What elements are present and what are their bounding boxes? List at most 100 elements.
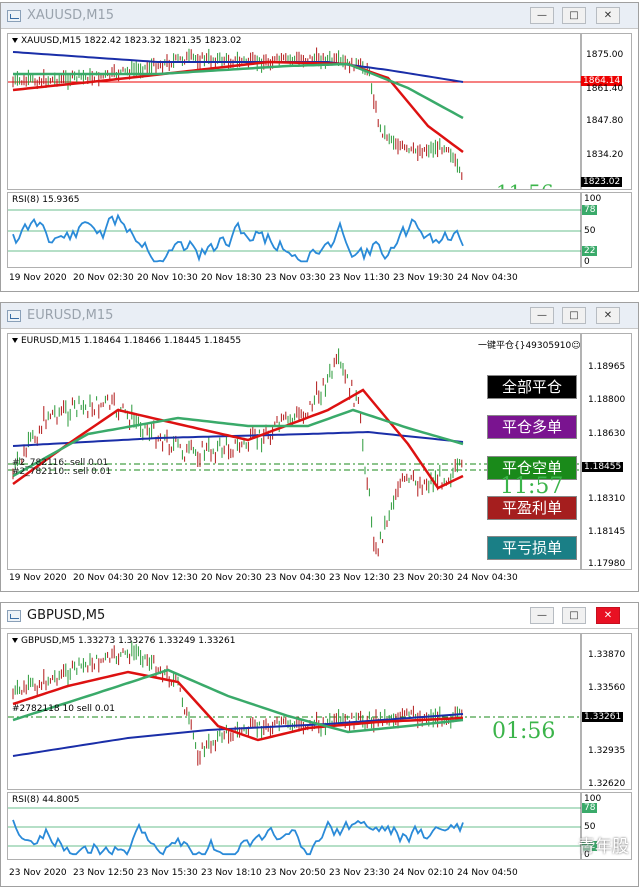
chart-window-icon (7, 310, 21, 322)
order-line-label: #2_782110:: sell 0.01 (12, 467, 112, 477)
gbpusd-window: GBPUSD,M5 — □ ✕ GBPUSD,M5 1.33273 1.3327… (0, 602, 639, 887)
current-price-tag: 1.18455 (582, 462, 624, 472)
ea-status-label: 一键平仓{}49305910☺ (478, 341, 581, 351)
rsi-title: RSI(8) 15.9365 (12, 195, 80, 205)
close-profit-button[interactable]: 平盈利单 (487, 496, 577, 520)
symbol-info: EURUSD,M15 1.18464 1.18466 1.18445 1.184… (12, 336, 241, 346)
price-label: 1861.40 (586, 84, 624, 94)
rsi-level: 78 (582, 205, 598, 215)
price-label: 1.17980 (588, 559, 626, 569)
close-sell-button[interactable]: 平仓空单 (487, 456, 577, 480)
price-label: 1.18630 (588, 429, 626, 439)
xau-candles-svg (8, 34, 582, 189)
minimize-button[interactable]: — (530, 7, 554, 24)
date-label: 20 Nov 04:30 (73, 573, 134, 583)
price-label: 1875.00 (586, 50, 624, 60)
price-label: 1.18965 (588, 362, 626, 372)
date-label: 24 Nov 04:30 (457, 573, 518, 583)
order-line-label: #2_782116: sell 0.01 (12, 458, 109, 468)
maximize-button[interactable]: □ (562, 307, 586, 324)
time-axis: 19 Nov 2020 20 Nov 04:30 20 Nov 12:30 20… (7, 570, 632, 586)
date-label: 23 Nov 11:30 (329, 273, 390, 283)
xauusd-titlebar[interactable]: XAUUSD,M15 — □ ✕ (1, 3, 638, 29)
order-line-label: #2782118 10 sell 0.01 (12, 704, 115, 714)
gbp-candles-svg (8, 634, 582, 789)
close-button[interactable]: ✕ (596, 607, 620, 624)
date-label: 24 Nov 04:30 (457, 273, 518, 283)
price-label: 1.32620 (588, 779, 626, 789)
close-all-button[interactable]: 全部平仓 (487, 375, 577, 399)
gbpusd-titlebar[interactable]: GBPUSD,M5 — □ ✕ (1, 603, 638, 629)
date-label: 23 Nov 12:30 (329, 573, 390, 583)
date-label: 23 Nov 20:30 (393, 573, 454, 583)
symbol-info: XAUUSD,M15 1822.42 1823.32 1821.35 1823.… (12, 36, 242, 46)
date-label: 19 Nov 2020 (9, 273, 67, 283)
close-buy-button[interactable]: 平仓多单 (487, 415, 577, 439)
eurusd-titlebar[interactable]: EURUSD,M15 — □ ✕ (1, 303, 638, 329)
ohlc-readout: XAUUSD,M15 1822.42 1823.32 1821.35 1823.… (21, 36, 242, 46)
rsi-level: 50 (584, 226, 596, 236)
current-price-tag: 1.33261 (582, 712, 624, 722)
date-label: 23 Nov 15:30 (137, 868, 198, 878)
price-chart[interactable]: EURUSD,M15 1.18464 1.18466 1.18445 1.184… (7, 333, 632, 570)
date-label: 23 Nov 23:30 (329, 868, 390, 878)
bar-countdown-timer: 01:56 (492, 719, 556, 744)
date-label: 23 Nov 18:10 (201, 868, 262, 878)
rsi-level: 22 (582, 246, 598, 256)
price-chart[interactable]: GBPUSD,M5 1.33273 1.33276 1.33249 1.3326… (7, 633, 632, 790)
price-label: 1.33560 (588, 683, 626, 693)
price-label: 1834.20 (586, 150, 624, 160)
maximize-button[interactable]: □ (562, 7, 586, 24)
symbol-info: GBPUSD,M5 1.33273 1.33276 1.33249 1.3326… (12, 636, 235, 646)
date-label: 23 Nov 04:30 (265, 573, 326, 583)
eur-candles-svg (8, 334, 582, 569)
collapse-triangle-icon (12, 38, 18, 43)
close-button[interactable]: ✕ (596, 307, 620, 324)
close-loss-button[interactable]: 平亏损单 (487, 536, 577, 560)
ohlc-readout: GBPUSD,M5 1.33273 1.33276 1.33249 1.3326… (21, 636, 236, 646)
xauusd-window: XAUUSD,M15 — □ ✕ XAUUSD,M15 1822.42 1823… (0, 2, 639, 292)
price-label: 1.18800 (588, 395, 626, 405)
date-label: 23 Nov 19:30 (393, 273, 454, 283)
collapse-triangle-icon (12, 638, 18, 643)
candles (12, 47, 463, 180)
date-label: 23 Nov 03:30 (265, 273, 326, 283)
eurusd-window: EURUSD,M15 — □ ✕ EURUSD,M15 1.18464 1.18… (0, 302, 639, 592)
time-axis: 23 Nov 2020 23 Nov 12:50 23 Nov 15:30 23… (7, 865, 632, 881)
price-label: 1.32935 (588, 746, 626, 756)
rsi-svg (8, 793, 582, 859)
date-label: 24 Nov 04:50 (457, 868, 518, 878)
date-label: 20 Nov 10:30 (137, 273, 198, 283)
rsi-title: RSI(8) 44.8005 (12, 795, 80, 805)
close-button[interactable]: ✕ (596, 7, 620, 24)
price-label: 1847.80 (586, 116, 624, 126)
price-label: 1.33870 (588, 650, 626, 660)
rsi-panel[interactable]: RSI(8) 15.9365 100 78 50 22 0 (7, 192, 632, 268)
date-label: 20 Nov 02:30 (73, 273, 134, 283)
price-label: 1.18310 (588, 494, 626, 504)
date-label: 19 Nov 2020 (9, 573, 67, 583)
minimize-button[interactable]: — (530, 307, 554, 324)
price-label: 1.18145 (588, 527, 626, 537)
rsi-level: 0 (584, 257, 590, 267)
window-title: XAUUSD,M15 (27, 8, 114, 23)
ohlc-readout: EURUSD,M15 1.18464 1.18466 1.18445 1.184… (21, 336, 242, 346)
date-label: 20 Nov 20:30 (201, 573, 262, 583)
rsi-svg (8, 193, 582, 267)
date-label: 23 Nov 20:50 (265, 868, 326, 878)
price-chart[interactable]: XAUUSD,M15 1822.42 1823.32 1821.35 1823.… (7, 33, 632, 190)
window-title: EURUSD,M15 (27, 308, 114, 323)
date-label: 20 Nov 18:30 (201, 273, 262, 283)
chart-window-icon (7, 610, 21, 622)
date-label: 24 Nov 02:10 (393, 868, 454, 878)
candles (12, 348, 463, 557)
date-label: 23 Nov 2020 (9, 868, 67, 878)
watermark: 青年股 (578, 837, 629, 857)
minimize-button[interactable]: — (530, 607, 554, 624)
maximize-button[interactable]: □ (562, 607, 586, 624)
collapse-triangle-icon (12, 338, 18, 343)
current-price-tag-red: 1864.14 (581, 76, 623, 86)
date-label: 20 Nov 12:30 (137, 573, 198, 583)
chart-window-icon (7, 10, 21, 22)
rsi-panel[interactable]: RSI(8) 44.8005 100 78 50 22 0 (7, 792, 632, 860)
